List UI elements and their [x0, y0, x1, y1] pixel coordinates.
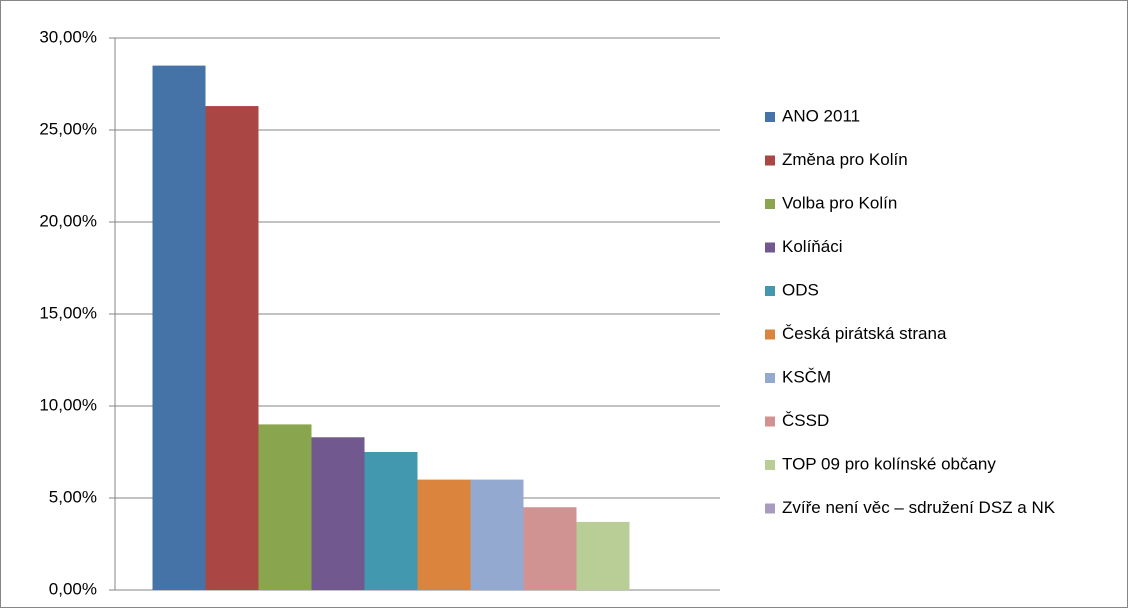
bar — [523, 507, 577, 590]
bar — [258, 424, 312, 590]
legend-swatch — [765, 155, 775, 166]
legend-label: TOP 09 pro kolínské občany — [782, 454, 996, 473]
legend-label: Česká pirátská strana — [782, 324, 947, 343]
bar — [470, 479, 524, 590]
bar — [576, 521, 630, 590]
legend-swatch — [765, 503, 775, 514]
bar — [205, 106, 259, 590]
legend-label: Volba pro Kolín — [782, 193, 897, 212]
legend-swatch — [765, 373, 775, 383]
y-tick-label: 15,00% — [39, 303, 97, 322]
y-tick-label: 0,00% — [49, 579, 97, 598]
legend-swatch — [765, 112, 775, 122]
legend-label: Zvíře není věc – sdružení DSZ a NK — [782, 498, 1056, 517]
legend-label: Změna pro Kolín — [782, 150, 908, 169]
legend-swatch — [765, 329, 775, 340]
legend-label: ČSSD — [782, 411, 829, 430]
legend-swatch — [765, 286, 775, 296]
bar — [152, 65, 206, 591]
legend-label: KSČM — [782, 367, 831, 386]
y-tick-label: 10,00% — [39, 395, 97, 414]
y-tick-label: 25,00% — [39, 119, 97, 138]
legend-label: Kolíňáci — [782, 237, 842, 256]
legend-swatch — [765, 460, 775, 470]
legend-label: ANO 2011 — [782, 106, 860, 125]
y-tick-label: 20,00% — [39, 211, 97, 230]
legend-swatch — [765, 242, 775, 253]
legend-label: ODS — [782, 280, 819, 299]
bar — [364, 452, 418, 590]
legend-swatch — [765, 416, 775, 427]
legend-swatch — [765, 199, 775, 209]
y-tick-label: 5,00% — [49, 487, 97, 506]
bar — [311, 437, 365, 590]
bar — [417, 479, 471, 590]
y-tick-label: 30,00% — [39, 27, 97, 46]
